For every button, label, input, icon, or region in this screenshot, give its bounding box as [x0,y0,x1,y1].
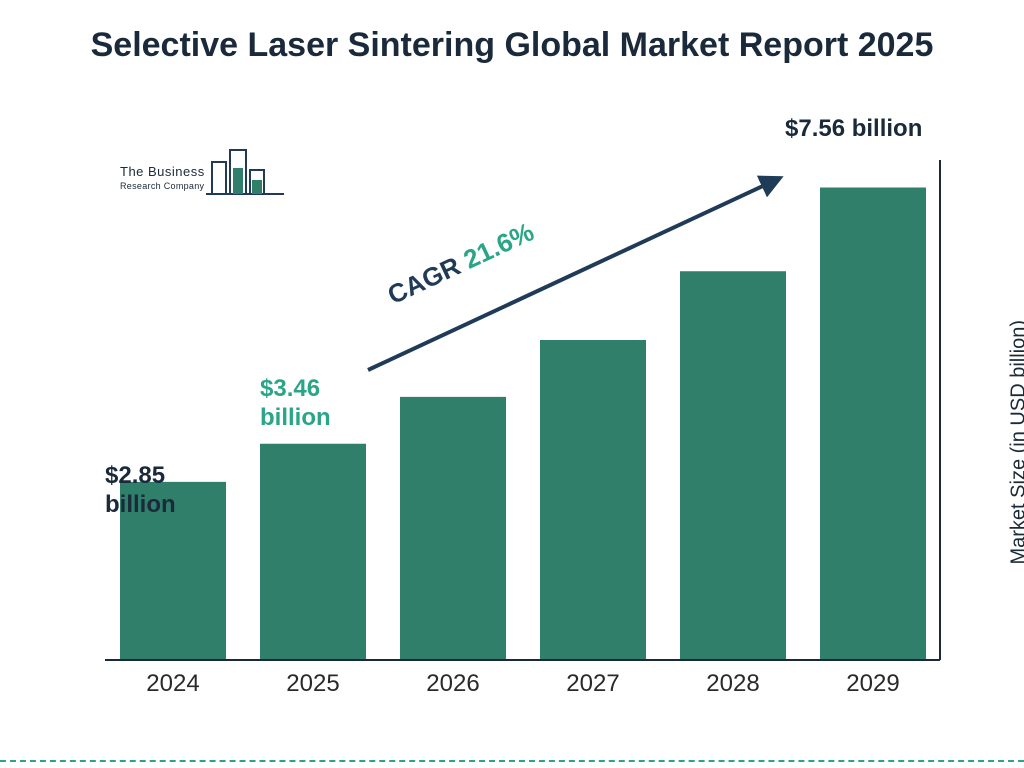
x-tick-2026: 2026 [400,670,506,698]
x-tick-2024: 2024 [120,670,226,698]
y-axis-label: Market Size (in USD billion) [1008,320,1024,565]
x-tick-2027: 2027 [540,670,646,698]
x-tick-2028: 2028 [680,670,786,698]
bar-2027 [540,340,646,660]
value-callout-1: $3.46 billion [260,375,370,433]
value-callout-2: $7.56 billion [785,115,985,144]
bars-group [120,188,926,661]
bar-2026 [400,397,506,660]
x-tick-2025: 2025 [260,670,366,698]
bar-2025 [260,444,366,660]
value-callout-0: $2.85 billion [105,462,215,520]
bar-2029 [820,188,926,661]
x-tick-2029: 2029 [820,670,926,698]
bar-2028 [680,271,786,660]
dashed-border [0,760,1024,762]
